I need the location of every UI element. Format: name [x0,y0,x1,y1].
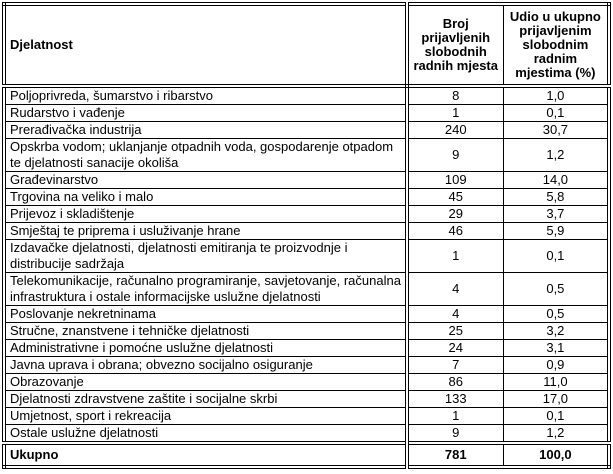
vacancies-count: 240 [406,121,504,139]
vacancies-share: 1,0 [502,85,610,105]
vacancies-share: 5,9 [502,222,610,240]
table-row: Javna uprava i obrana; obvezno socijalno… [3,356,610,374]
activity-name: Smještaj te priprema i usluživanje hrane [3,222,409,240]
table-row: Rudarstvo i vađenje 1 0,1 [3,104,610,122]
column-header-activity: Djelatnost [3,3,409,88]
vacancies-count: 86 [406,373,504,391]
activity-name: Obrazovanje [3,373,409,391]
vacancies-share: 1,2 [502,424,610,444]
table-row: Telekomunikacije, računalno programiranj… [3,272,610,306]
table-row: Prerađivačka industrija 240 30,7 [3,121,610,139]
activity-name: Rudarstvo i vađenje [3,104,409,122]
activity-name: Opskrba vodom; uklanjanje otpadnih voda,… [3,138,409,172]
vacancies-share: 1,2 [502,138,610,172]
vacancies-share: 0,5 [502,272,610,306]
table-row: Poslovanje nekretninama 4 0,5 [3,305,610,323]
vacancies-share: 3,2 [502,322,610,340]
activity-name: Prerađivačka industrija [3,121,409,139]
vacancies-share: 0,5 [502,305,610,323]
vacancies-count: 29 [406,205,504,223]
table-row: Umjetnost, sport i rekreacija 1 0,1 [3,407,610,425]
table-body: Poljoprivreda, šumarstvo i ribarstvo 8 1… [3,85,610,444]
activity-name: Stručne, znanstvene i tehničke djelatnos… [3,322,409,340]
header-row: Djelatnost Broj prijavljenih slobodnih r… [3,3,610,88]
vacancies-share: 0,1 [502,407,610,425]
table-row: Obrazovanje 86 11,0 [3,373,610,391]
vacancies-share: 11,0 [502,373,610,391]
vacancies-count: 25 [406,322,504,340]
vacancies-share: 0,9 [502,356,610,374]
activity-name: Javna uprava i obrana; obvezno socijalno… [3,356,409,374]
table-row: Stručne, znanstvene i tehničke djelatnos… [3,322,610,340]
vacancies-count: 4 [406,305,504,323]
table-row: Poljoprivreda, šumarstvo i ribarstvo 8 1… [3,85,610,105]
vacancies-count: 46 [406,222,504,240]
activity-name: Djelatnosti zdravstvene zaštite i socija… [3,390,409,408]
table-row: Opskrba vodom; uklanjanje otpadnih voda,… [3,138,610,172]
activity-name: Administrativne i pomoćne uslužne djelat… [3,339,409,357]
total-share: 100,0 [502,441,610,468]
vacancies-count: 1 [406,104,504,122]
vacancies-by-activity-table: Djelatnost Broj prijavljenih slobodnih r… [2,2,611,469]
vacancies-share: 17,0 [502,390,610,408]
vacancies-share: 5,8 [502,188,610,206]
table-row: Prijevoz i skladištenje 29 3,7 [3,205,610,223]
table-row: Građevinarstvo 109 14,0 [3,171,610,189]
activity-name: Poslovanje nekretninama [3,305,409,323]
vacancies-count: 4 [406,272,504,306]
column-header-vacancies-count: Broj prijavljenih slobodnih radnih mjest… [406,3,504,88]
vacancies-share: 3,1 [502,339,610,357]
vacancies-count: 133 [406,390,504,408]
vacancies-share: 14,0 [502,171,610,189]
vacancies-count: 45 [406,188,504,206]
column-header-vacancies-share: Udio u ukupno prijavljenim slobodnim rad… [502,3,610,88]
activity-name: Prijevoz i skladištenje [3,205,409,223]
vacancies-share: 3,7 [502,205,610,223]
table-row: Administrativne i pomoćne uslužne djelat… [3,339,610,357]
table-row: Smještaj te priprema i usluživanje hrane… [3,222,610,240]
vacancies-count: 24 [406,339,504,357]
vacancies-share: 0,1 [502,239,610,273]
activity-name: Umjetnost, sport i rekreacija [3,407,409,425]
table-row: Ostale uslužne djelatnosti 9 1,2 [3,424,610,444]
total-count: 781 [406,441,504,468]
table-row: Djelatnosti zdravstvene zaštite i socija… [3,390,610,408]
vacancies-count: 1 [406,407,504,425]
vacancies-count: 7 [406,356,504,374]
activity-name: Poljoprivreda, šumarstvo i ribarstvo [3,85,409,105]
table-row: Izdavačke djelatnosti, djelatnosti emiti… [3,239,610,273]
activity-name: Telekomunikacije, računalno programiranj… [3,272,409,306]
total-row: Ukupno 781 100,0 [3,441,610,468]
activity-name: Izdavačke djelatnosti, djelatnosti emiti… [3,239,409,273]
table-row: Trgovina na veliko i malo 45 5,8 [3,188,610,206]
vacancies-count: 9 [406,424,504,444]
vacancies-count: 109 [406,171,504,189]
activity-name: Trgovina na veliko i malo [3,188,409,206]
activity-name: Građevinarstvo [3,171,409,189]
activity-name: Ostale uslužne djelatnosti [3,424,409,444]
vacancies-count: 1 [406,239,504,273]
vacancies-count: 9 [406,138,504,172]
vacancies-count: 8 [406,85,504,105]
total-label: Ukupno [3,441,409,468]
vacancies-share: 30,7 [502,121,610,139]
vacancies-share: 0,1 [502,104,610,122]
